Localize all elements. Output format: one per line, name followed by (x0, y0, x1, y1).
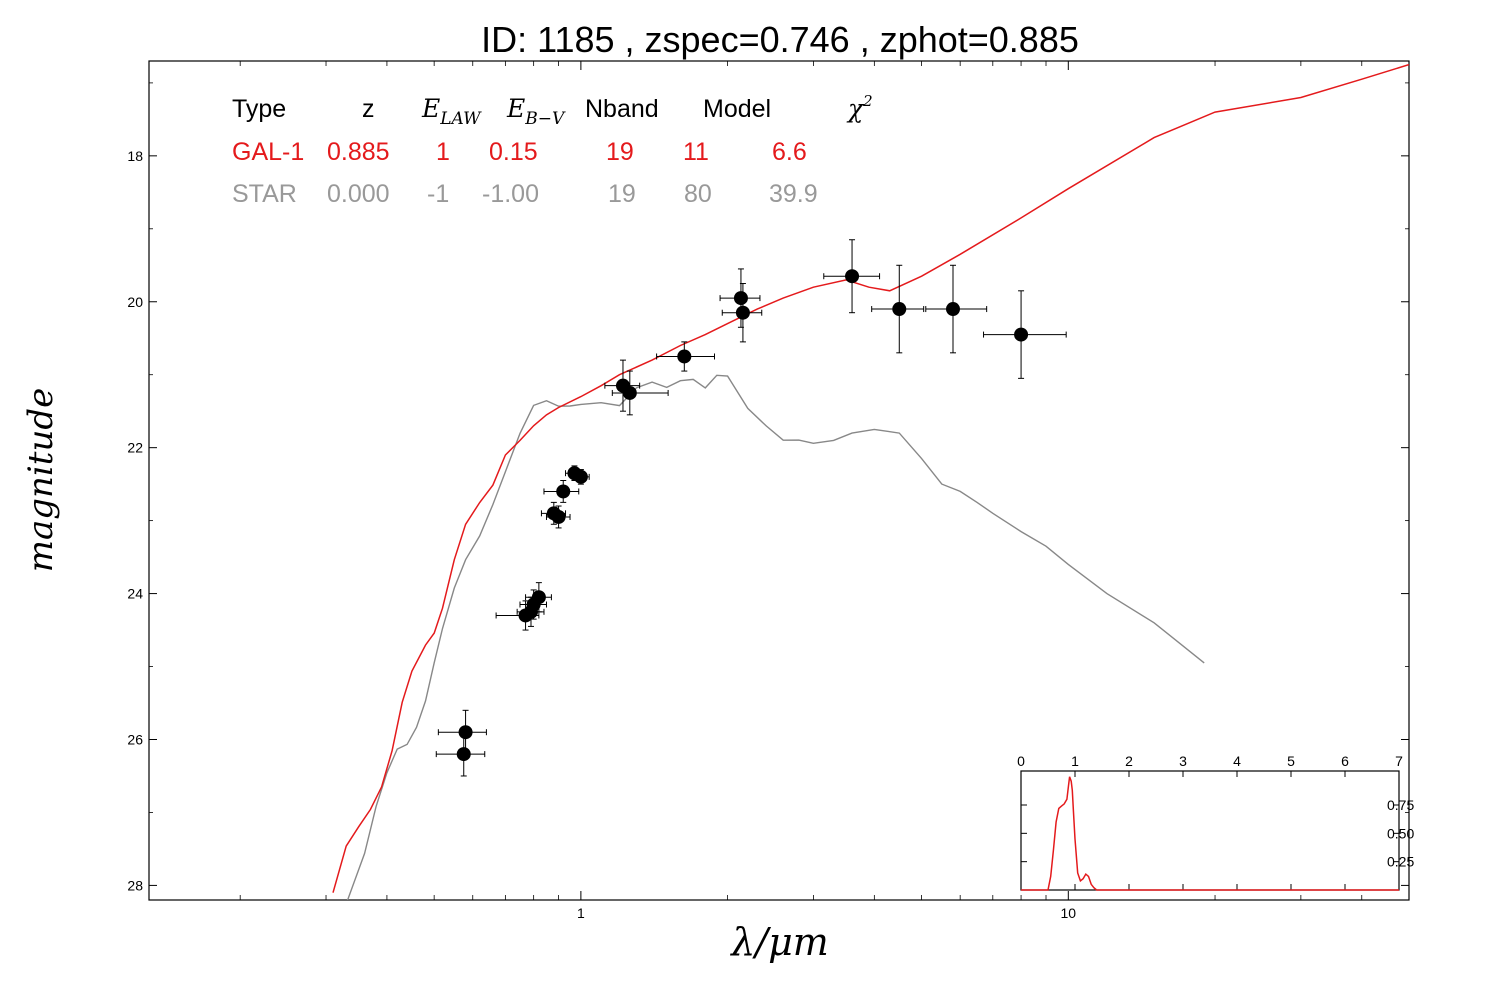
table-header-type: Type (232, 95, 286, 123)
photometry-marker (573, 469, 588, 484)
photometry-marker (677, 349, 692, 364)
inset-y-tick-label: 0.25 (1387, 854, 1414, 870)
inset-x-tick-label: 7 (1395, 753, 1403, 769)
redshift-pdf-inset: 0 1 2 3 4 5 6 7 0.25 0.50 0.75 (1017, 753, 1414, 891)
table-header-chi2: χ2 (846, 92, 873, 123)
inset-x-tick-label: 6 (1341, 753, 1349, 769)
photometry-point (545, 505, 571, 529)
gal-row-z: 0.885 (327, 138, 390, 166)
photometry-point (823, 239, 881, 314)
photometry-point (721, 283, 763, 343)
y-axis-label: magnitude (21, 388, 61, 573)
y-tick-label: 22 (127, 440, 143, 456)
inset-x-tick-label: 2 (1125, 753, 1133, 769)
y-tick-label: 28 (127, 877, 143, 893)
x-axis: 1 10 (239, 61, 1363, 921)
gal-row-model: 11 (683, 138, 709, 166)
inset-x-tick-label: 5 (1287, 753, 1295, 769)
photometry-point (925, 264, 988, 354)
inset-pdf-curve (1021, 776, 1399, 891)
star-row-nband: 19 (608, 180, 636, 208)
photometry-point (611, 370, 669, 416)
gal-row-chi2: 6.6 (772, 138, 807, 166)
photometry-point (525, 582, 552, 613)
photometry-marker (556, 484, 571, 499)
plot-area (148, 60, 1410, 901)
photometry-point (656, 341, 716, 372)
plot-border (148, 60, 1410, 901)
inset-x-tick-label: 3 (1179, 753, 1187, 769)
inset-x-tick-label: 4 (1233, 753, 1241, 769)
y-tick-label: 18 (127, 148, 143, 164)
photometry-point (571, 469, 590, 485)
star-row-model: 80 (684, 180, 712, 208)
galaxy-model-line (332, 63, 1409, 893)
photometry-marker (945, 302, 960, 317)
photometry-marker (733, 291, 748, 306)
gal-row-nband: 19 (606, 138, 634, 166)
y-tick-label: 20 (127, 294, 143, 310)
star-model-line (346, 374, 1205, 900)
star-row-z: 0.000 (327, 180, 390, 208)
gal-row-ebv: 0.15 (489, 138, 538, 166)
photometry-marker (531, 590, 546, 605)
inset-x-tick-label: 0 (1017, 753, 1025, 769)
x-tick-label: 1 (577, 905, 585, 921)
fit-table: Type z ELAW EB−V Nband Model χ2 GAL-1 0.… (232, 92, 873, 208)
star-row-chi2: 39.9 (769, 180, 818, 208)
x-tick-label: 10 (1061, 905, 1077, 921)
photometry-point (871, 264, 925, 354)
photometry-marker (622, 385, 637, 400)
photometry-marker (845, 269, 860, 284)
inset-x-axis: 0 1 2 3 4 5 6 7 (1017, 753, 1403, 890)
inset-x-tick-label: 1 (1071, 753, 1079, 769)
gal-row-type: GAL-1 (232, 138, 304, 166)
photometry-point (435, 731, 486, 777)
inset-y-tick-label: 0.75 (1387, 797, 1414, 813)
star-row-type: STAR (232, 180, 297, 208)
series-layer (332, 63, 1409, 900)
photometry-marker (456, 747, 471, 762)
chart-title: ID: 1185 , zspec=0.746 , zphot=0.885 (481, 19, 1079, 60)
table-header-elaw: ELAW (421, 94, 482, 129)
photometry-point (983, 290, 1067, 379)
inset-y-axis: 0.25 0.50 0.75 (1021, 797, 1414, 870)
star-row-elaw: -1 (427, 180, 449, 208)
table-header-ebv: EB−V (506, 94, 566, 129)
photometry-marker (892, 302, 907, 317)
table-header-model: Model (703, 95, 771, 123)
star-row-ebv: -1.00 (482, 180, 539, 208)
x-axis-label: λ/μm (729, 920, 829, 964)
y-tick-label: 24 (127, 586, 143, 602)
table-header-nband: Nband (585, 95, 659, 123)
inset-pdf-layer (1021, 776, 1399, 891)
points-layer (435, 239, 1067, 777)
photometry-marker (735, 305, 750, 320)
photometry-marker (551, 509, 566, 524)
y-tick-label: 26 (127, 731, 143, 747)
photometry-point (543, 480, 580, 503)
table-header-z: z (362, 95, 375, 123)
inset-y-tick-label: 0.50 (1387, 825, 1414, 841)
gal-row-elaw: 1 (436, 138, 450, 166)
photometry-marker (1014, 327, 1029, 342)
